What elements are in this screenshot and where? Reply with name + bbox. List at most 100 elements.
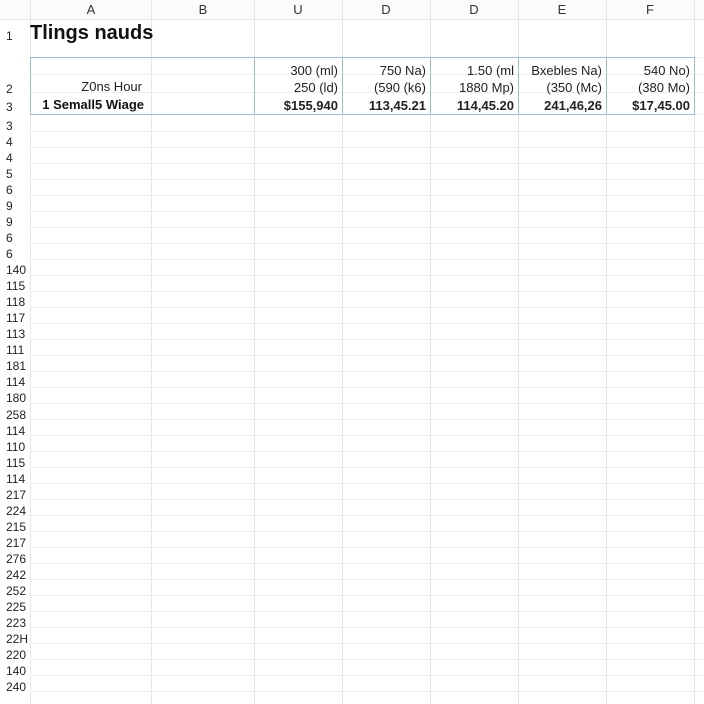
grid-line — [30, 611, 704, 612]
grid-line — [30, 179, 704, 180]
row-number[interactable]: 3 — [6, 119, 13, 133]
column-header-c[interactable]: U — [293, 2, 303, 17]
grid-line — [30, 307, 704, 308]
grid-line — [30, 627, 704, 628]
row-number[interactable]: 114 — [6, 471, 26, 486]
row-number[interactable]: 9 — [6, 215, 13, 229]
column-header-f[interactable]: F — [646, 2, 654, 17]
grid-line — [430, 0, 431, 704]
cell-d2-c[interactable]: 114,45.20 — [456, 98, 514, 113]
row-number[interactable]: 4 — [6, 151, 13, 165]
grid-line — [30, 339, 704, 340]
cell-d-b[interactable]: (590 (k6) — [373, 80, 426, 95]
cell-f-c[interactable]: $17,45.00 — [632, 98, 690, 113]
row-number[interactable]: 9 — [6, 199, 13, 213]
grid-line — [30, 403, 704, 404]
table-border — [518, 57, 519, 115]
grid-line — [30, 467, 704, 468]
row-number[interactable]: 6 — [6, 247, 13, 261]
row-number[interactable]: 110 — [6, 439, 26, 454]
grid-line — [30, 291, 704, 292]
cell-d2-b[interactable]: 1880 Mp) — [459, 80, 514, 95]
row-number[interactable]: 276 — [6, 551, 27, 566]
cell-c-b[interactable]: 250 (ld) — [293, 80, 338, 95]
cell-d-a[interactable]: 750 Na) — [379, 63, 426, 78]
row-number[interactable]: 114 — [6, 423, 26, 438]
table-border — [342, 57, 343, 115]
table-border — [430, 57, 431, 115]
grid-line — [606, 0, 607, 704]
row-label-wage[interactable]: 1 Semall5 Wiage — [42, 97, 144, 112]
row-number[interactable]: 224 — [6, 503, 27, 518]
grid-line — [30, 547, 704, 548]
table-border-top — [30, 57, 694, 58]
row-number[interactable]: 220 — [6, 648, 27, 663]
row-number[interactable]: 117 — [6, 311, 26, 326]
cell-c-a[interactable]: 300 (ml) — [290, 63, 338, 78]
cell-e-b[interactable]: (350 (Mc) — [546, 80, 602, 95]
table-border — [606, 57, 607, 115]
row-number[interactable]: 140 — [6, 263, 27, 278]
row-number[interactable]: 4 — [6, 135, 13, 149]
grid-line — [30, 259, 704, 260]
row-number[interactable]: 3 — [6, 100, 13, 114]
grid-line — [30, 595, 704, 596]
grid-line — [151, 0, 152, 704]
grid-line — [694, 0, 695, 704]
table-border — [694, 57, 695, 115]
column-header-d2[interactable]: D — [469, 2, 479, 17]
column-header-d[interactable]: D — [381, 2, 391, 17]
cell-e-a[interactable]: Bxebles Na) — [531, 63, 602, 78]
grid-line — [30, 643, 704, 644]
cell-f-a[interactable]: 540 No) — [643, 63, 690, 78]
grid-line — [30, 563, 704, 564]
row-number[interactable]: 6 — [6, 231, 13, 245]
column-header-e[interactable]: E — [557, 2, 567, 17]
row-number[interactable]: 113 — [6, 327, 26, 342]
column-header-a[interactable]: A — [86, 2, 96, 17]
row-number[interactable]: 252 — [6, 584, 27, 599]
column-header-b[interactable]: B — [198, 2, 208, 17]
cell-e-c[interactable]: 241,46,26 — [544, 98, 602, 113]
row-number[interactable]: 140 — [6, 664, 27, 679]
row-number[interactable]: 1 — [6, 29, 13, 43]
table-border — [30, 57, 31, 115]
row-number[interactable]: 258 — [6, 407, 27, 422]
row-number[interactable]: 223 — [6, 616, 27, 631]
cell-c-c[interactable]: $155,940 — [283, 98, 338, 113]
row-number[interactable]: 6 — [6, 183, 13, 197]
grid-line — [30, 675, 704, 676]
cell-f-b[interactable]: (380 Mo) — [637, 80, 690, 95]
grid-line — [30, 579, 704, 580]
row-label-hours[interactable]: Z0ns Hour — [81, 79, 142, 94]
cell-d2-a[interactable]: 1.50 (ml — [467, 63, 514, 78]
grid-line — [30, 371, 704, 372]
grid-line — [30, 74, 704, 75]
row-number[interactable]: 115 — [6, 455, 26, 470]
row-number[interactable]: 217 — [6, 487, 27, 502]
grid-line — [254, 0, 255, 704]
row-number[interactable]: 5 — [6, 167, 13, 181]
cell-d-c[interactable]: 113,45.21 — [368, 98, 426, 113]
grid-line — [30, 243, 704, 244]
grid-line — [30, 195, 704, 196]
row-number[interactable]: 22H — [6, 632, 29, 647]
row-number[interactable]: 114 — [6, 375, 26, 390]
row-number[interactable]: 240 — [6, 680, 27, 695]
grid-line — [30, 227, 704, 228]
row-number[interactable]: 242 — [6, 568, 27, 582]
grid-line — [30, 435, 704, 436]
row-number[interactable]: 111 — [6, 343, 25, 358]
row-number[interactable]: 115 — [6, 279, 26, 294]
grid-line — [30, 691, 704, 692]
grid-line — [30, 355, 704, 356]
row-number[interactable]: 225 — [6, 600, 27, 615]
row-number[interactable]: 2 — [6, 82, 13, 96]
sheet-title[interactable]: Tlings nauds — [30, 22, 154, 44]
row-number[interactable]: 181 — [6, 359, 27, 374]
row-number[interactable]: 118 — [6, 295, 26, 310]
row-number[interactable]: 215 — [6, 519, 27, 534]
grid-line — [30, 531, 704, 532]
row-number[interactable]: 180 — [6, 391, 27, 406]
row-number[interactable]: 217 — [6, 535, 27, 550]
